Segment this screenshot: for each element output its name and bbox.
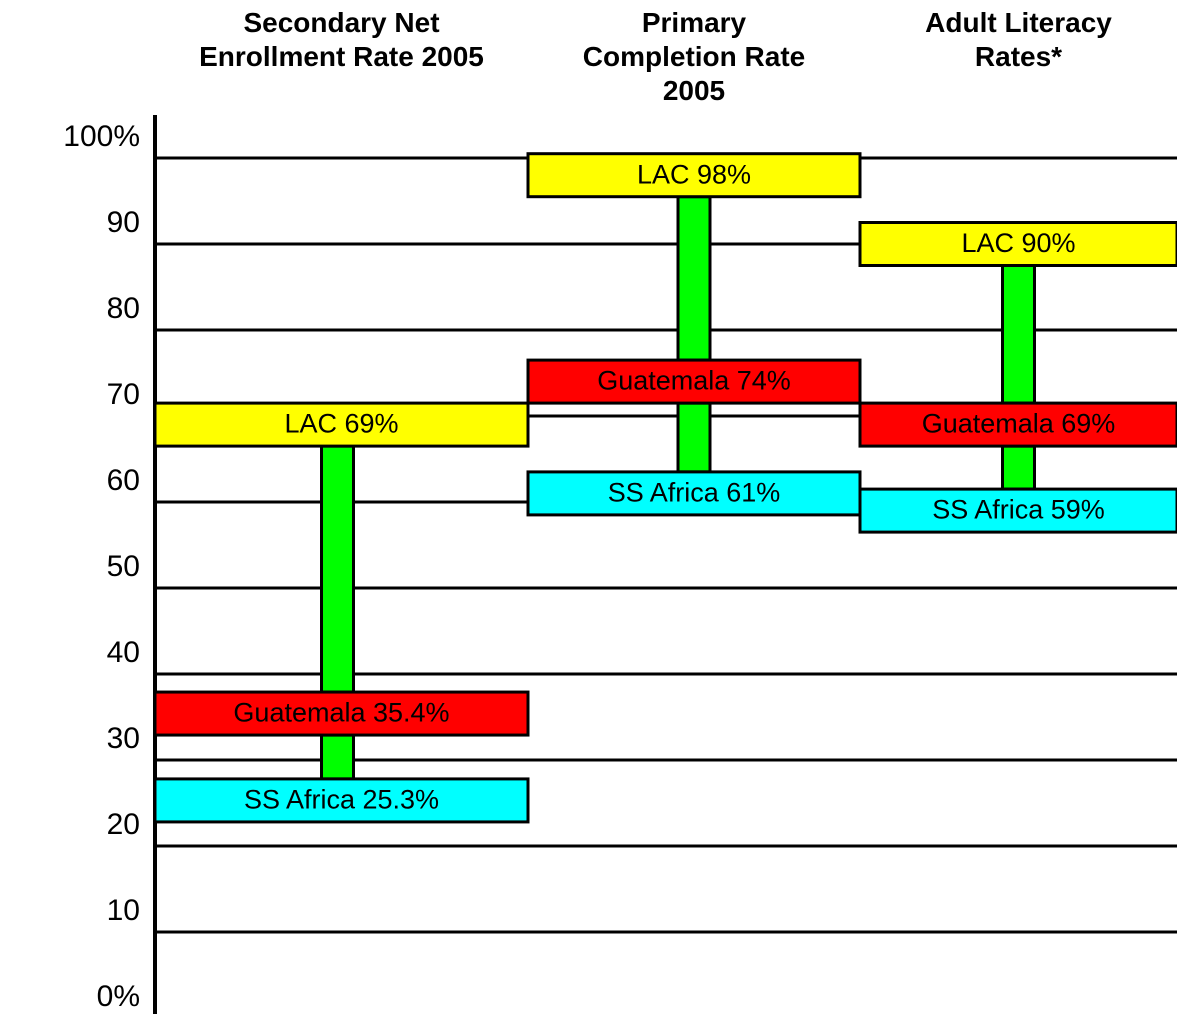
connector bbox=[676, 401, 712, 474]
value-box bbox=[858, 401, 1177, 448]
value-label: LAC 69% bbox=[284, 409, 398, 439]
connector bbox=[320, 733, 355, 781]
y-tick-label: 80 bbox=[107, 292, 140, 325]
y-tick-label: 70 bbox=[107, 378, 140, 411]
value-box bbox=[858, 221, 1177, 267]
value-label: Guatemala 74% bbox=[597, 366, 791, 396]
connector bbox=[1001, 444, 1036, 491]
value-label: LAC 98% bbox=[637, 159, 751, 189]
connector bbox=[1001, 264, 1036, 405]
value-label: SS Africa 59% bbox=[932, 495, 1105, 525]
y-tick-label: 90 bbox=[107, 206, 140, 239]
value-label: SS Africa 61% bbox=[608, 478, 781, 508]
y-tick-label: 20 bbox=[107, 808, 140, 841]
y-tick-label: 40 bbox=[107, 636, 140, 669]
category-title: Adult Literacy Rates* bbox=[925, 7, 1112, 72]
category-title: Secondary Net Enrollment Rate 2005 bbox=[199, 7, 484, 72]
value-box bbox=[153, 777, 530, 824]
y-tick-label: 50 bbox=[107, 550, 140, 583]
value-box bbox=[526, 470, 862, 517]
connector bbox=[320, 444, 355, 694]
value-label: Guatemala 69% bbox=[922, 409, 1116, 439]
connector bbox=[676, 195, 712, 362]
value-box bbox=[526, 152, 862, 199]
y-tick-label: 0% bbox=[97, 980, 140, 1013]
value-box bbox=[153, 690, 530, 737]
y-tick-label: 100% bbox=[63, 120, 140, 153]
y-tick-label: 60 bbox=[107, 464, 140, 497]
y-tick-label: 30 bbox=[107, 722, 140, 755]
value-label: SS Africa 25.3% bbox=[244, 785, 439, 815]
value-box bbox=[153, 401, 530, 448]
value-box bbox=[526, 358, 862, 405]
category-title: Primary Completion Rate 2005 bbox=[582, 7, 806, 106]
value-label: LAC 90% bbox=[961, 228, 1075, 258]
value-label: Guatemala 35.4% bbox=[233, 698, 449, 728]
y-tick-label: 10 bbox=[107, 894, 140, 927]
value-box bbox=[858, 487, 1177, 534]
